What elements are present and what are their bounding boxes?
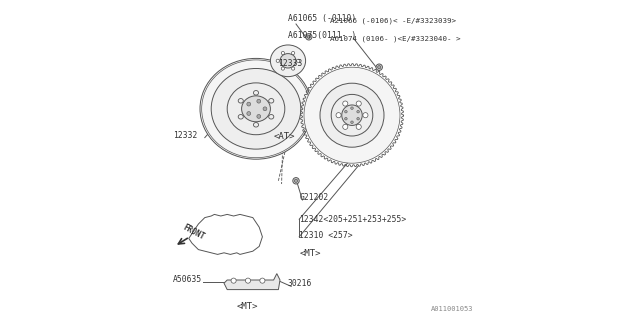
Circle shape: [356, 101, 362, 106]
Circle shape: [257, 99, 260, 103]
Circle shape: [247, 112, 251, 116]
Circle shape: [294, 179, 298, 182]
Circle shape: [343, 124, 348, 129]
Circle shape: [246, 278, 251, 283]
Circle shape: [282, 52, 285, 55]
Text: 12332: 12332: [173, 131, 197, 140]
Text: 30216: 30216: [288, 279, 312, 288]
Circle shape: [293, 178, 300, 184]
Circle shape: [357, 117, 360, 120]
Circle shape: [343, 101, 348, 106]
Circle shape: [304, 67, 400, 163]
Circle shape: [306, 34, 312, 40]
Text: A61075(0111- ): A61075(0111- ): [288, 31, 356, 40]
Ellipse shape: [280, 54, 296, 68]
Circle shape: [356, 124, 362, 129]
Circle shape: [363, 113, 368, 118]
Circle shape: [292, 67, 295, 70]
Circle shape: [351, 121, 353, 124]
Text: A011001053: A011001053: [431, 306, 474, 312]
Text: 12310 <257>: 12310 <257>: [300, 231, 353, 240]
Ellipse shape: [200, 59, 312, 159]
Circle shape: [344, 117, 347, 120]
Circle shape: [378, 66, 381, 69]
Circle shape: [336, 113, 341, 118]
Text: G21202: G21202: [300, 193, 328, 202]
Text: A61065 (-0110): A61065 (-0110): [288, 14, 356, 23]
Circle shape: [282, 67, 285, 70]
Circle shape: [376, 64, 383, 70]
Text: <MT>: <MT>: [237, 302, 259, 311]
Circle shape: [263, 107, 267, 111]
Circle shape: [351, 107, 353, 109]
Ellipse shape: [270, 45, 306, 77]
Circle shape: [342, 105, 362, 125]
Text: 12342<205+251+253+255>: 12342<205+251+253+255>: [300, 215, 406, 224]
Circle shape: [344, 110, 347, 113]
Polygon shape: [224, 274, 280, 290]
Text: A61074 (0106- )<E/#3323040- >: A61074 (0106- )<E/#3323040- >: [330, 35, 460, 42]
Circle shape: [257, 115, 260, 118]
Text: A50635: A50635: [173, 275, 202, 284]
Text: FRONT: FRONT: [182, 222, 207, 241]
Circle shape: [320, 83, 384, 147]
Circle shape: [276, 59, 280, 62]
Ellipse shape: [211, 68, 301, 149]
Circle shape: [292, 52, 295, 55]
Text: <MT>: <MT>: [300, 249, 321, 258]
Circle shape: [231, 278, 236, 283]
Circle shape: [247, 102, 251, 106]
Circle shape: [260, 278, 265, 283]
Circle shape: [357, 110, 360, 113]
Ellipse shape: [242, 96, 270, 122]
Circle shape: [307, 35, 310, 38]
Text: <AT>: <AT>: [274, 132, 295, 141]
Text: 12333: 12333: [278, 59, 303, 68]
Circle shape: [297, 59, 300, 62]
Text: A21066 (-0106)< -E/#3323039>: A21066 (-0106)< -E/#3323039>: [330, 17, 456, 24]
